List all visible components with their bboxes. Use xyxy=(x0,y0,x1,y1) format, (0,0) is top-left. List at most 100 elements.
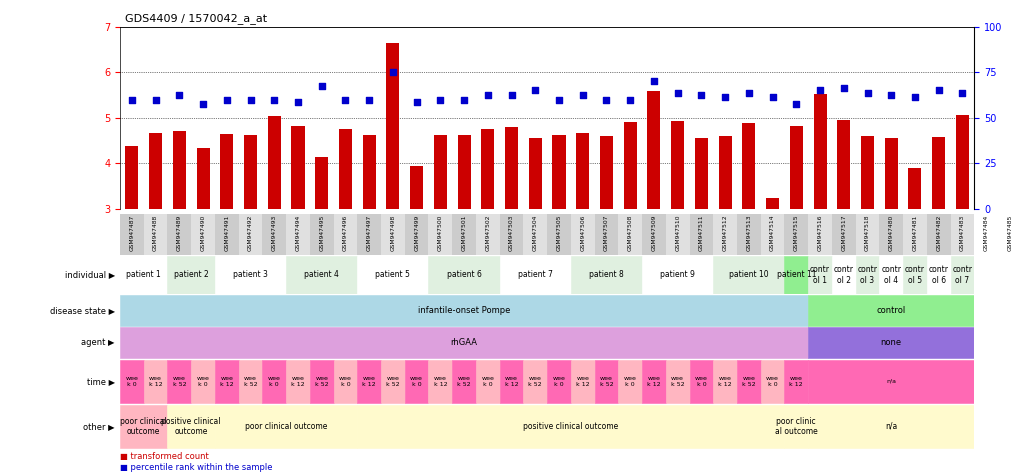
Bar xyxy=(239,214,262,255)
Text: GSM947499: GSM947499 xyxy=(414,215,419,251)
Bar xyxy=(505,127,518,346)
Text: GSM947507: GSM947507 xyxy=(604,215,609,251)
Text: other ▶: other ▶ xyxy=(83,422,115,431)
Point xyxy=(907,93,923,101)
Point xyxy=(575,91,591,99)
Text: positive clinical
outcome: positive clinical outcome xyxy=(162,417,221,436)
Text: contr
ol 2: contr ol 2 xyxy=(834,265,853,284)
Text: GSM947510: GSM947510 xyxy=(675,215,680,251)
Point xyxy=(171,91,187,99)
Text: GSM947480: GSM947480 xyxy=(889,215,894,251)
Bar xyxy=(262,360,286,403)
Bar xyxy=(267,117,281,346)
Bar xyxy=(761,214,784,255)
Point xyxy=(313,82,330,90)
Bar xyxy=(784,256,809,293)
Text: GSM947496: GSM947496 xyxy=(343,215,348,251)
Bar xyxy=(713,256,784,293)
Bar xyxy=(168,405,215,448)
Text: wee
k 12: wee k 12 xyxy=(789,376,803,387)
Bar xyxy=(880,256,903,293)
Text: GSM947500: GSM947500 xyxy=(438,215,442,251)
Bar xyxy=(125,146,138,346)
Bar xyxy=(666,360,690,403)
Bar xyxy=(547,214,571,255)
Bar xyxy=(784,360,809,403)
Text: patient 4: patient 4 xyxy=(304,271,339,279)
Bar xyxy=(837,119,850,346)
Text: wee
k 0: wee k 0 xyxy=(481,376,494,387)
Bar xyxy=(908,168,921,346)
Bar xyxy=(339,129,352,346)
Point xyxy=(242,96,258,103)
Bar xyxy=(809,256,832,293)
Bar xyxy=(951,256,974,293)
Bar xyxy=(737,360,761,403)
Bar xyxy=(458,135,471,346)
Text: none: none xyxy=(881,338,902,347)
Bar xyxy=(790,126,802,346)
Bar xyxy=(809,360,974,403)
Bar xyxy=(499,360,524,403)
Text: patient 8: patient 8 xyxy=(589,271,623,279)
Bar xyxy=(173,130,186,346)
Bar xyxy=(120,327,809,358)
Bar xyxy=(998,214,1017,255)
Text: wee
k 52: wee k 52 xyxy=(173,376,186,387)
Point xyxy=(219,96,235,103)
Bar xyxy=(595,214,618,255)
Point xyxy=(669,89,685,97)
Text: GSM947515: GSM947515 xyxy=(794,215,798,251)
Bar xyxy=(215,405,357,448)
Bar xyxy=(809,295,974,326)
Bar xyxy=(499,214,524,255)
Bar xyxy=(809,327,974,358)
Text: GSM947501: GSM947501 xyxy=(462,215,467,251)
Point xyxy=(551,96,567,103)
Text: contr
ol 5: contr ol 5 xyxy=(905,265,924,284)
Text: n/a: n/a xyxy=(885,422,897,431)
Text: wee
k 12: wee k 12 xyxy=(504,376,519,387)
Bar xyxy=(784,405,809,448)
Bar xyxy=(381,214,405,255)
Text: wee
k 52: wee k 52 xyxy=(529,376,542,387)
Point xyxy=(432,96,448,103)
Bar xyxy=(191,214,215,255)
Point xyxy=(694,91,710,99)
Bar xyxy=(168,360,191,403)
Bar xyxy=(690,360,713,403)
Bar xyxy=(120,360,143,403)
Bar xyxy=(623,122,637,346)
Text: wee
k 12: wee k 12 xyxy=(576,376,590,387)
Text: patient 11: patient 11 xyxy=(777,271,816,279)
Bar xyxy=(405,360,428,403)
Bar xyxy=(381,360,405,403)
Bar xyxy=(168,256,215,293)
Point xyxy=(717,93,733,101)
Text: GSM947511: GSM947511 xyxy=(699,215,704,251)
Bar xyxy=(809,214,832,255)
Bar xyxy=(903,256,926,293)
Bar xyxy=(974,214,998,255)
Text: positive clinical outcome: positive clinical outcome xyxy=(524,422,618,431)
Text: wee
k 52: wee k 52 xyxy=(742,376,756,387)
Bar xyxy=(926,214,951,255)
Bar xyxy=(120,295,809,326)
Bar xyxy=(428,214,453,255)
Bar xyxy=(357,360,381,403)
Text: wee
k 0: wee k 0 xyxy=(766,376,779,387)
Bar xyxy=(481,129,494,346)
Text: agent ▶: agent ▶ xyxy=(81,338,115,347)
Bar xyxy=(363,135,375,346)
Bar xyxy=(719,137,731,346)
Bar xyxy=(120,405,168,448)
Bar xyxy=(885,138,898,346)
Point xyxy=(883,91,899,99)
Text: poor clinic
al outcome: poor clinic al outcome xyxy=(775,417,818,436)
Bar xyxy=(357,256,428,293)
Bar xyxy=(642,214,666,255)
Text: ■ transformed count: ■ transformed count xyxy=(120,452,208,461)
Text: contr
ol 3: contr ol 3 xyxy=(857,265,878,284)
Bar xyxy=(784,214,809,255)
Bar xyxy=(143,360,168,403)
